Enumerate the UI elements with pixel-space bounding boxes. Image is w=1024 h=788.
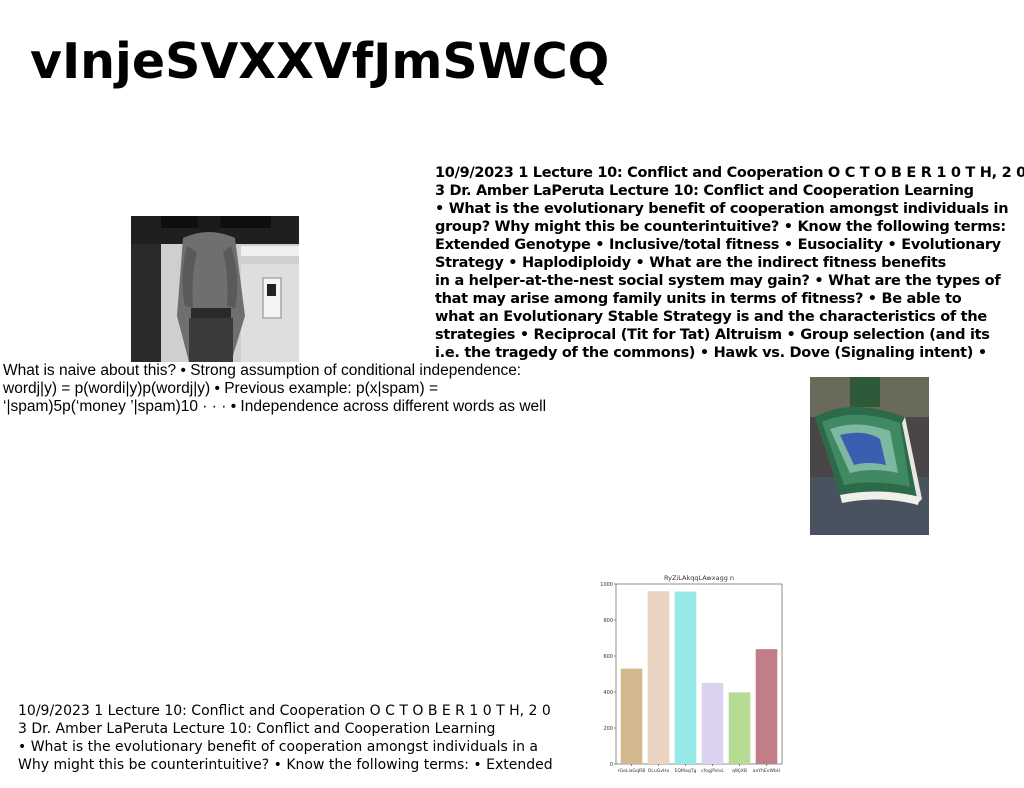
text-line: i.e. the tragedy of the commons) • Hawk … [435, 345, 987, 361]
bar [755, 649, 778, 764]
bar [620, 668, 643, 764]
bar [728, 692, 751, 764]
y-tick-label: 400 [603, 690, 613, 696]
text-line: that may arise among family units in ter… [435, 291, 962, 307]
bar [701, 683, 724, 764]
text-line: Extended Genotype • Inclusive/total fitn… [435, 237, 1001, 253]
page-title: vInjeSVXXVfJmSWCQ [30, 33, 610, 90]
text-line: What is naive about this? • Strong assum… [3, 362, 522, 379]
text-line: • What is the evolutionary benefit of co… [18, 739, 538, 755]
text-line: strategies • Reciprocal (Tit for Tat) Al… [435, 327, 990, 343]
text-line: wordj|y) = p(wordi|y)p(wordj|y) • Previo… [3, 380, 438, 397]
bar [647, 591, 670, 764]
painted-book-photo [810, 377, 929, 535]
x-tick-label: cfogjPsIvL [701, 768, 724, 774]
text-line: 3 Dr. Amber LaPeruta Lecture 10: Conflic… [435, 183, 974, 199]
y-tick-label: 600 [603, 654, 613, 660]
x-tick-label: OcuGvHo [648, 768, 670, 774]
text-line: 3 Dr. Amber LaPeruta Lecture 10: Conflic… [18, 721, 496, 737]
text-line: 10/9/2023 1 Lecture 10: Conflict and Coo… [435, 165, 1024, 181]
text-line: Strategy • Haplodiploidy • What are the … [435, 255, 946, 271]
text-line: 10/9/2023 1 Lecture 10: Conflict and Coo… [18, 703, 551, 719]
chart-title: RyZiLAkqqLAwxagg n [664, 574, 734, 582]
text-line: ‘|spam)5p(‘money ’|spam)10 · · · • Indep… [3, 398, 547, 415]
text-line: Why might this be counterintuitive? • Kn… [18, 757, 553, 773]
text-line: what an Evolutionary Stable Strategy is … [435, 309, 987, 325]
x-tick-label: qWjXB [732, 768, 747, 774]
plot-frame [615, 583, 783, 765]
x-tick-label: EQMaqTg [675, 768, 697, 774]
lecture-text-lower: 10/9/2023 1 Lecture 10: Conflict and Coo… [18, 702, 563, 774]
text-line: group? Why might this be counterintuitiv… [435, 219, 1006, 235]
text-line: • What is the evolutionary benefit of co… [435, 201, 1009, 217]
y-tick-label: 1000 [600, 582, 613, 588]
y-tick-label: 0 [610, 762, 613, 768]
man-photo [131, 216, 299, 362]
x-tick-label: axYhEvWbU [753, 768, 781, 774]
y-tick-label: 800 [603, 618, 613, 624]
y-tick-label: 200 [603, 726, 613, 732]
bar [674, 591, 697, 764]
naive-bayes-text: What is naive about this? • Strong assum… [3, 362, 563, 416]
text-line: in a helper-at-the-nest social system ma… [435, 273, 1001, 289]
lecture-text-bold: 10/9/2023 1 Lecture 10: Conflict and Coo… [435, 164, 1024, 362]
bar-chart: RyZiLAkqqLAwxagg n 0 200 400 600 800 1000 rGeLi… [590, 570, 790, 780]
x-tick-label: rGeLiaGqRB [618, 768, 646, 774]
